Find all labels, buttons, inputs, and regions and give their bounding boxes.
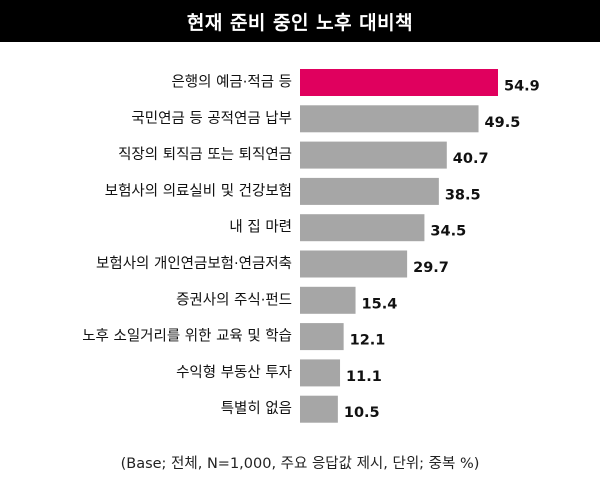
- chart-footnote: (Base; 전체, N=1,000, 주요 응답값 제시, 단위; 중복 %): [120, 456, 480, 472]
- bar: [300, 177, 439, 205]
- bar: [300, 323, 344, 351]
- value-label: 34.5: [430, 224, 466, 240]
- category-label: 직장의 퇴직금 또는 퇴직연금: [118, 146, 292, 163]
- value-label: 38.5: [445, 187, 481, 203]
- category-label: 내 집 마련: [229, 219, 292, 236]
- category-label: 증권사의 주식·펀드: [176, 291, 292, 308]
- value-label: 15.4: [362, 296, 398, 312]
- category-label: 보험사의 의료실비 및 건강보험: [105, 182, 292, 199]
- value-label: 10.5: [344, 405, 380, 421]
- value-label: 12.1: [350, 333, 386, 349]
- value-label: 11.1: [346, 369, 382, 385]
- category-label: 국민연금 등 공적연금 납부: [131, 110, 292, 127]
- category-label: 노후 소일거리를 위한 교육 및 학습: [82, 328, 292, 345]
- bar: [300, 359, 341, 387]
- category-label: 특별히 없음: [221, 400, 292, 417]
- bar: [300, 69, 498, 96]
- bar: [300, 395, 338, 423]
- bar-chart: 은행의 예금·적금 등 54.9 국민연금 등 공적연금 납부 49.5 직장의 퇴직금…: [82, 69, 540, 423]
- value-label: 29.7: [413, 260, 449, 276]
- bar: [300, 141, 447, 169]
- bar: [300, 105, 479, 133]
- category-label: 보험사의 개인연금보험·연금저축: [96, 255, 292, 272]
- chart-title: 현재 준비 중인 노후 대비책: [0, 0, 600, 42]
- value-label: 40.7: [453, 151, 489, 167]
- value-label: 49.5: [485, 115, 521, 131]
- bar: [300, 214, 425, 242]
- value-label: 54.9: [504, 79, 540, 95]
- category-label: 수익형 부동산 투자: [176, 364, 292, 381]
- category-label: 은행의 예금·적금 등: [171, 74, 292, 91]
- bar: [300, 286, 356, 314]
- bar: [300, 250, 408, 278]
